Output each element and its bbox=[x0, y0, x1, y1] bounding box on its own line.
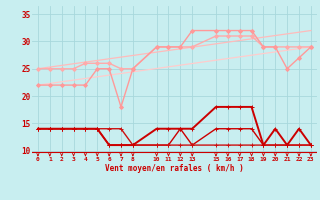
X-axis label: Vent moyen/en rafales ( km/h ): Vent moyen/en rafales ( km/h ) bbox=[105, 164, 244, 173]
